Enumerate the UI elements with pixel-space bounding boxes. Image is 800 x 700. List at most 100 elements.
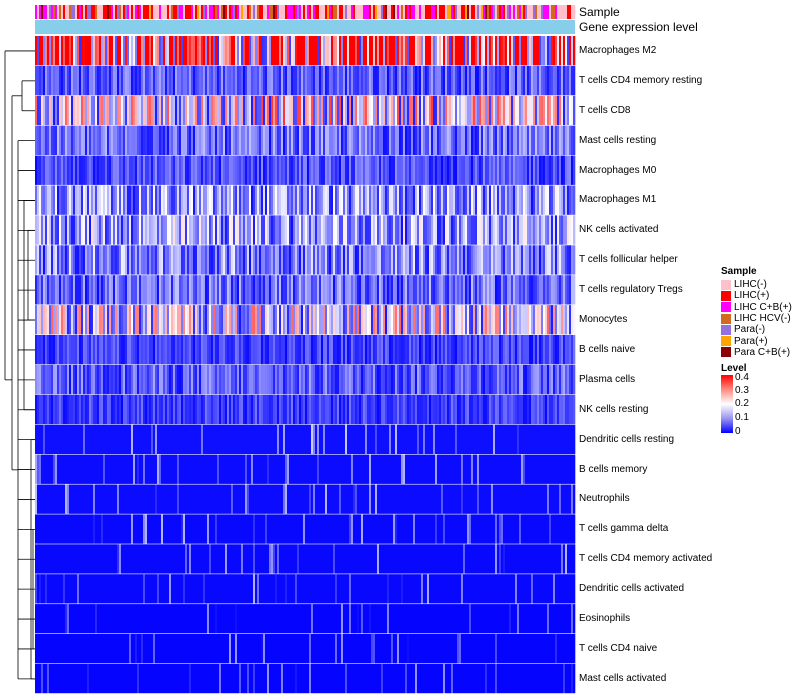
- heatmap-cell: [267, 364, 270, 395]
- heatmap-cell: [317, 275, 320, 305]
- heatmap-cell: [97, 65, 100, 96]
- heatmap-cell: [83, 454, 86, 484]
- sample-cell: [159, 5, 162, 19]
- heatmap-cell: [51, 454, 54, 484]
- heatmap-cell: [423, 65, 426, 96]
- heatmap-cell: [521, 215, 524, 245]
- heatmap-cell: [537, 394, 540, 425]
- heatmap-cell: [277, 364, 280, 395]
- heatmap-cell: [347, 364, 350, 395]
- heatmap-cell: [263, 394, 266, 425]
- heatmap-cell: [209, 275, 212, 305]
- heatmap-cell: [39, 364, 42, 395]
- heatmap-cell: [133, 36, 136, 66]
- sample-cell: [447, 5, 450, 19]
- heatmap-cell: [305, 305, 308, 335]
- heatmap-cell: [347, 394, 350, 425]
- heatmap-cell: [145, 514, 148, 544]
- heatmap-cell: [441, 185, 444, 215]
- heatmap-cell: [131, 335, 134, 365]
- heatmap-cell: [497, 155, 500, 185]
- heatmap-cell: [403, 185, 406, 215]
- heatmap-cell: [477, 65, 480, 96]
- heatmap-cell: [149, 125, 152, 155]
- heatmap-cell: [383, 394, 386, 425]
- heatmap-cell: [167, 125, 170, 155]
- heatmap-row: [35, 275, 576, 305]
- heatmap-cell: [533, 454, 536, 484]
- sample-cell: [545, 5, 548, 19]
- sample-cell: [273, 5, 276, 19]
- heatmap-cell: [41, 335, 44, 365]
- heatmap-cell: [237, 185, 240, 215]
- heatmap-cell: [549, 36, 552, 66]
- heatmap-cell: [83, 155, 86, 185]
- heatmap-cell: [71, 275, 74, 305]
- heatmap-cell: [57, 95, 60, 126]
- heatmap-cell: [211, 454, 214, 484]
- heatmap-cell: [109, 245, 112, 275]
- heatmap-cell: [157, 514, 160, 544]
- heatmap-cell: [279, 185, 282, 215]
- heatmap-cell: [165, 424, 168, 454]
- heatmap-cell: [311, 155, 314, 185]
- heatmap-cell: [259, 155, 262, 185]
- heatmap-cell: [303, 185, 306, 215]
- heatmap-cell: [183, 95, 186, 126]
- heatmap-cell: [171, 394, 174, 425]
- heatmap-cell: [203, 514, 206, 544]
- heatmap-cell: [69, 454, 72, 484]
- heatmap-cell: [185, 185, 188, 215]
- heatmap-cell: [257, 65, 260, 96]
- heatmap-cell: [559, 125, 562, 155]
- heatmap-cell: [287, 484, 290, 514]
- heatmap-cell: [209, 454, 212, 484]
- heatmap-cell: [553, 95, 556, 126]
- heatmap-cell: [373, 36, 376, 66]
- heatmap-cell: [359, 275, 362, 305]
- heatmap-cell: [545, 125, 548, 155]
- heatmap-cell: [341, 305, 344, 335]
- heatmap-cell: [165, 95, 168, 126]
- heatmap-cell: [357, 155, 360, 185]
- heatmap-cell: [501, 65, 504, 96]
- sample-cell: [433, 5, 436, 19]
- heatmap-cell: [327, 335, 330, 365]
- heatmap-cell: [51, 514, 54, 544]
- heatmap-cell: [173, 364, 176, 395]
- heatmap-cell: [247, 484, 250, 514]
- sample-cell: [285, 5, 288, 19]
- heatmap-cell: [301, 155, 304, 185]
- heatmap-cell: [299, 394, 302, 425]
- heatmap-cell: [363, 394, 366, 425]
- heatmap-cell: [123, 155, 126, 185]
- heatmap-cell: [389, 454, 392, 484]
- heatmap-cell: [171, 95, 174, 126]
- heatmap-cell: [427, 394, 430, 425]
- sample-cell: [95, 5, 98, 19]
- heatmap-cell: [139, 424, 142, 454]
- heatmap-cell: [477, 95, 480, 126]
- heatmap-cell: [213, 155, 216, 185]
- heatmap-cell: [151, 245, 154, 275]
- heatmap-cell: [313, 484, 316, 514]
- heatmap-cell: [151, 394, 154, 425]
- heatmap-cell: [199, 185, 202, 215]
- heatmap-cell: [199, 95, 202, 126]
- heatmap-cell: [461, 36, 464, 66]
- heatmap-cell: [377, 155, 380, 185]
- heatmap-cell: [317, 305, 320, 335]
- heatmap-cell: [63, 65, 66, 96]
- heatmap-cell: [191, 454, 194, 484]
- heatmap-cell: [391, 65, 394, 96]
- heatmap-cell: [529, 95, 532, 126]
- heatmap-cell: [307, 245, 310, 275]
- heatmap-cell: [477, 364, 480, 395]
- sample-cell: [565, 5, 568, 19]
- heatmap-cell: [345, 245, 348, 275]
- heatmap-cell: [47, 364, 50, 395]
- heatmap-cell: [65, 275, 68, 305]
- heatmap-cell: [219, 364, 222, 395]
- heatmap-cell: [49, 95, 52, 126]
- heatmap-cell: [267, 65, 270, 96]
